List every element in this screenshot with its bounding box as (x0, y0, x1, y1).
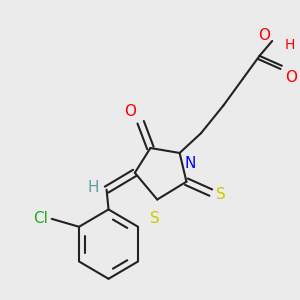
Text: S: S (216, 187, 225, 202)
Text: N: N (184, 156, 196, 171)
Text: H: H (285, 38, 295, 52)
Text: S: S (150, 212, 160, 226)
Text: O: O (258, 28, 270, 43)
Text: O: O (285, 70, 297, 85)
Text: O: O (124, 104, 136, 119)
Text: Cl: Cl (33, 212, 48, 226)
Text: H: H (87, 180, 99, 195)
